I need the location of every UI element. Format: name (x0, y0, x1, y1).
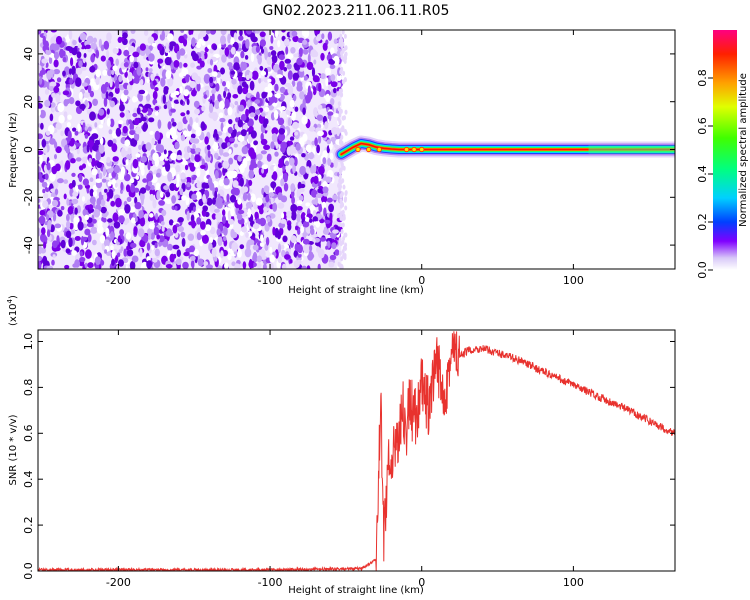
colorbar-tick-label: 0.0 (696, 261, 709, 279)
spectrogram-y-axis-title: Frequency (Hz) (8, 112, 19, 188)
spectrogram-plot-area (38, 30, 675, 269)
snr-panel: -200 -100 0 100 0.0 0.2 0.4 0.6 0.8 1.0 Height o… (6, 295, 676, 596)
x-tick-label: 0 (418, 576, 425, 589)
x-tick-label: -100 (258, 274, 283, 287)
y-tick-label: 0.2 (22, 516, 35, 534)
spectrogram-x-ticks: -200 -100 0 100 (106, 30, 584, 287)
track-core (340, 142, 675, 156)
y-tick-label: -40 (22, 236, 35, 254)
snr-y-multiplier: (x104) (6, 295, 19, 326)
y-tick-label: 0.8 (22, 379, 35, 397)
track-peak (376, 146, 382, 153)
track-peak (366, 146, 372, 153)
colorbar-tick-label: 0.4 (696, 165, 709, 183)
x-tick-label: 0 (418, 274, 425, 287)
y-tick-label: 1.0 (22, 333, 35, 351)
snr-plot-area (38, 331, 675, 571)
track-tail (588, 145, 675, 154)
y-tick-label: 0.4 (22, 470, 35, 488)
x-tick-label: -200 (106, 576, 131, 589)
x-tick-label: 100 (563, 274, 584, 287)
track-peak (411, 146, 417, 153)
y-tick-label: 40 (22, 47, 35, 61)
colorbar-tick-label: 0.6 (696, 117, 709, 135)
snr-frame (37, 329, 676, 572)
noise-speckle (38, 30, 348, 269)
snr-y-axis-title: SNR (10 * v/v) (8, 414, 19, 485)
snr-series-line (38, 331, 675, 571)
colorbar: 0.0 0.2 0.4 0.6 0.8 Normalized spectral ampl… (696, 30, 749, 279)
y-tick-label: 0.0 (22, 562, 35, 580)
colorbar-gradient (713, 30, 737, 270)
y-tick-label: 20 (22, 95, 35, 109)
track-peak (355, 146, 361, 153)
colorbar-tick-label: 0.8 (696, 69, 709, 87)
colorbar-ticks: 0.0 0.2 0.4 0.6 0.8 (696, 69, 713, 279)
track-peak (419, 146, 425, 153)
colorbar-tick-label: 0.2 (696, 213, 709, 231)
x-tick-label: 100 (563, 576, 584, 589)
colorbar-label: Normalized spectral amplitude (738, 73, 749, 227)
x-tick-label: -200 (106, 274, 131, 287)
x-tick-label: -100 (258, 576, 283, 589)
y-tick-label: -20 (22, 188, 35, 206)
snr-x-ticks: -200 -100 0 100 (106, 330, 584, 589)
snr-y-ticks: 0.0 0.2 0.4 0.6 0.8 1.0 (22, 333, 675, 580)
figure-title: GN02.2023.211.06.11.R05 (263, 3, 450, 19)
snr-x-axis-title: Height of straight line (km) (288, 585, 424, 596)
y-tick-label: 0.6 (22, 425, 35, 443)
spectrogram-y-ticks: -40 -20 0 20 40 (22, 47, 675, 254)
y-tick-label: 0 (22, 146, 35, 153)
track-peak (403, 146, 410, 153)
spectrogram-x-axis-title: Height of straight line (km) (288, 285, 424, 296)
